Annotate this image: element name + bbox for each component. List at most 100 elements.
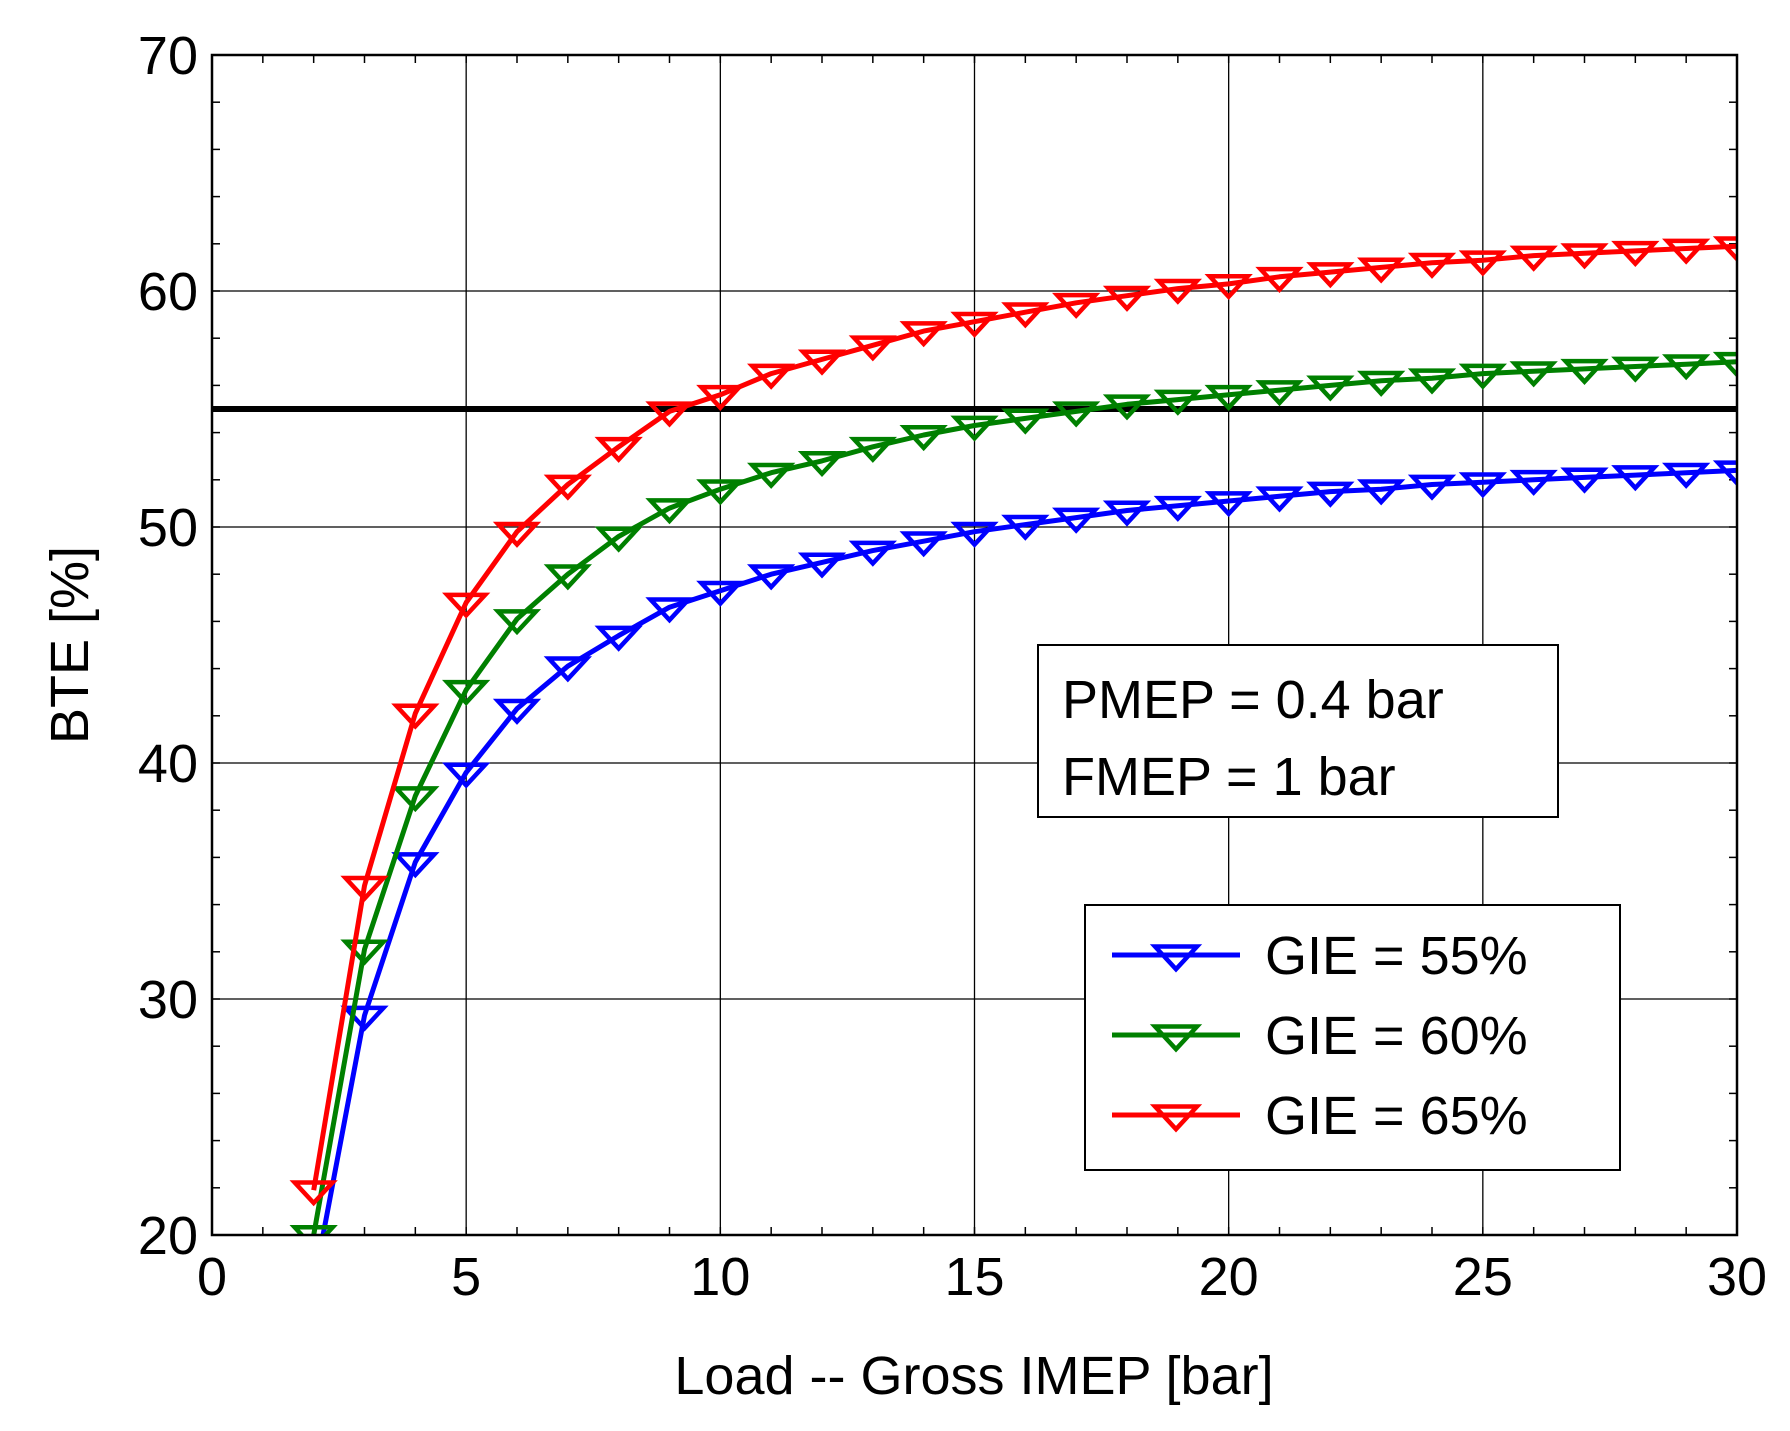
data-point-gie-60 (1509, 361, 1558, 388)
data-point-gie-65 (1153, 278, 1202, 305)
data-point-gie-55 (442, 762, 491, 789)
data-point-gie-60 (1712, 351, 1737, 378)
data-point-gie-55 (1306, 481, 1355, 508)
data-point-gie-65 (1102, 285, 1152, 312)
data-point-gie-55 (1611, 465, 1660, 492)
data-point-gie-60 (492, 609, 542, 636)
y-tick-label: 30 (138, 970, 198, 1030)
annotation-box: PMEP = 0.4 bar FMEP = 1 bar (1037, 644, 1559, 818)
data-point-gie-65 (1458, 250, 1507, 277)
x-tick-label: 10 (690, 1247, 750, 1307)
data-point-gie-60 (1255, 380, 1304, 407)
data-point-gie-55 (696, 580, 745, 607)
data-point-gie-60 (1611, 356, 1660, 383)
data-point-gie-55 (594, 625, 643, 652)
data-point-gie-65 (340, 875, 389, 902)
data-point-gie-60 (1357, 370, 1406, 397)
x-tick-label: 15 (944, 1247, 1004, 1307)
data-point-gie-65 (1052, 292, 1101, 319)
annotation-line-1: PMEP = 0.4 bar (1062, 670, 1444, 730)
data-point-gie-65 (1662, 238, 1711, 265)
data-point-gie-55 (1052, 507, 1101, 534)
data-point-gie-60 (289, 1225, 338, 1235)
data-point-gie-55 (797, 552, 847, 579)
y-tick-label: 40 (138, 734, 198, 794)
annotation-line-2: FMEP = 1 bar (1062, 747, 1396, 807)
data-point-gie-55 (1204, 491, 1253, 518)
data-point-gie-65 (442, 592, 491, 619)
data-point-gie-65 (289, 1180, 338, 1207)
data-point-gie-55 (1357, 479, 1406, 506)
data-point-gie-60 (1102, 394, 1152, 421)
data-point-gie-55 (1509, 469, 1558, 496)
legend-entry-gie-60: GIE = 60% (1112, 1006, 1528, 1066)
data-point-gie-60 (848, 436, 897, 463)
series-line-gie-55 (320, 467, 1737, 1235)
data-point-gie-60 (543, 564, 592, 591)
data-point-gie-55 (1255, 486, 1304, 513)
data-point-gie-60 (747, 462, 796, 489)
legend-entry-gie-55: GIE = 55% (1112, 926, 1528, 986)
legend-marker-gie-60 (1149, 1024, 1203, 1053)
x-tick-label: 0 (197, 1247, 227, 1307)
data-point-gie-65 (1407, 252, 1457, 279)
data-point-gie-55 (1407, 474, 1457, 501)
data-point-gie-55 (1102, 500, 1152, 527)
y-axis-label: BTE [%] (40, 546, 100, 744)
data-point-gie-60 (391, 786, 440, 813)
x-tick-label: 25 (1453, 1247, 1513, 1307)
data-point-gie-60 (1306, 375, 1355, 402)
data-point-gie-65 (848, 335, 897, 362)
data-point-gie-60 (1560, 358, 1609, 386)
x-tick-labels: 0 5 10 15 20 25 30 (197, 1247, 1767, 1307)
x-tick-label: 30 (1707, 1247, 1767, 1307)
data-point-gie-60 (1662, 354, 1711, 381)
data-point-gie-65 (391, 703, 440, 730)
data-point-gie-65 (645, 401, 694, 428)
data-point-gie-65 (747, 363, 796, 390)
legend-label-gie-55: GIE = 55% (1265, 926, 1528, 986)
data-point-gie-55 (1001, 514, 1050, 541)
legend-label-gie-65: GIE = 65% (1265, 1086, 1528, 1146)
data-point-gie-65 (1306, 262, 1355, 289)
data-point-gie-65 (543, 474, 592, 501)
data-point-gie-60 (594, 526, 643, 553)
data-point-gie-65 (1001, 302, 1050, 329)
y-tick-label: 20 (138, 1206, 198, 1266)
data-point-gie-60 (1153, 389, 1202, 416)
data-point-gie-55 (1712, 460, 1737, 487)
y-tick-label: 50 (138, 498, 198, 558)
data-point-gie-65 (1357, 257, 1406, 284)
data-point-gie-55 (1153, 495, 1202, 522)
data-point-gie-55 (1560, 467, 1609, 494)
data-point-gie-55 (950, 521, 999, 548)
data-point-gie-60 (696, 479, 745, 506)
data-point-gie-60 (950, 415, 999, 442)
data-point-gie-65 (899, 321, 948, 348)
data-point-gie-60 (1407, 368, 1457, 395)
plot-frame (210, 53, 1739, 1237)
data-point-gie-55 (1458, 472, 1507, 499)
data-point-gie-55 (747, 564, 796, 591)
x-axis-label: Load -- Gross IMEP [bar] (674, 1346, 1273, 1406)
series-gie-65 (289, 236, 1737, 1207)
x-tick-label: 5 (451, 1247, 481, 1307)
y-tick-label: 70 (138, 26, 198, 86)
data-point-gie-65 (696, 384, 745, 411)
series-gie-60 (289, 351, 1737, 1235)
data-point-gie-65 (594, 436, 643, 463)
data-point-gie-60 (899, 425, 948, 452)
data-point-gie-60 (645, 498, 694, 525)
data-point-gie-60 (797, 450, 847, 478)
data-point-gie-55 (543, 656, 592, 683)
data-point-gie-65 (1560, 243, 1609, 270)
data-point-gie-60 (1052, 401, 1101, 428)
data-point-gie-55 (492, 698, 542, 725)
legend-entry-gie-65: GIE = 65% (1112, 1086, 1528, 1146)
data-point-gie-60 (1001, 408, 1050, 435)
data-point-gie-65 (492, 521, 542, 548)
data-point-gie-55 (899, 531, 948, 558)
y-tick-label: 60 (138, 262, 198, 322)
data-point-gie-65 (1611, 240, 1660, 268)
legend-label-gie-60: GIE = 60% (1265, 1006, 1528, 1066)
